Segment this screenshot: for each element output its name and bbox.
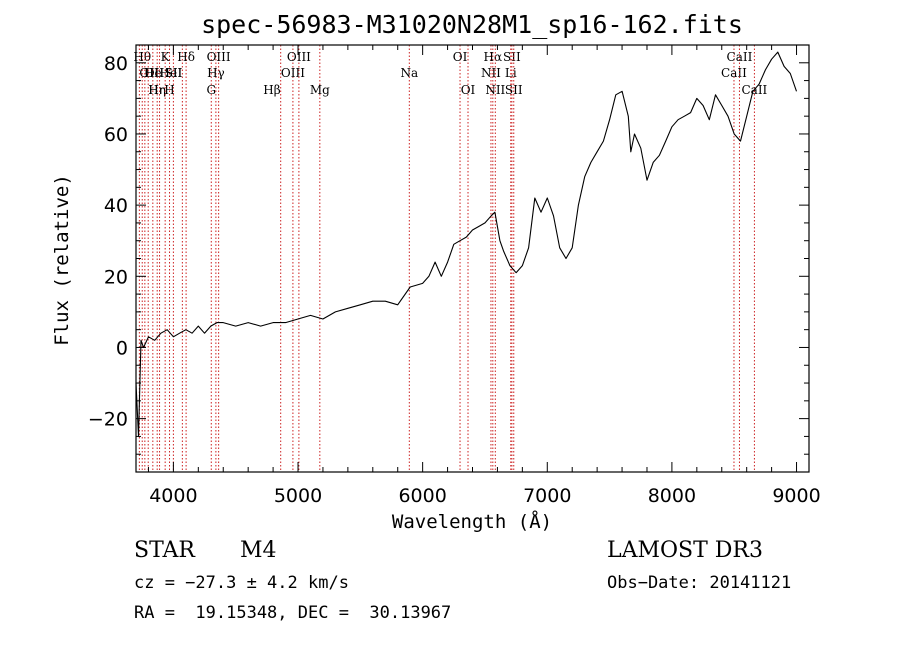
observation-date: Obs−Date: 20141121 (607, 573, 792, 593)
spectral-line-label: SII (503, 50, 521, 64)
spectral-line-label: Hα (484, 50, 503, 64)
spectral-line-label: Hβ (263, 83, 280, 97)
x-axis-label: Wavelength (Å) (392, 510, 552, 533)
spectral-line-label: OI (461, 83, 476, 97)
survey-name: LAMOST DR3 (607, 538, 763, 563)
spectral-line-label: OIII (207, 50, 231, 64)
object-subclass: M4 (240, 538, 277, 563)
x-tick-label: 6000 (398, 485, 446, 507)
y-tick-label: 80 (104, 53, 128, 75)
spectral-line-label: CaII (727, 50, 753, 64)
spectral-line-label: G (206, 83, 216, 97)
spectral-line-label: Li (505, 66, 517, 80)
y-axis-label: Flux (relative) (51, 174, 73, 346)
spectral-line-label: K (161, 50, 171, 64)
y-tick-label: 20 (104, 266, 128, 288)
spectral-line-label: SII (165, 66, 183, 80)
spectral-line-label: OIII (281, 66, 305, 80)
spectral-line-label: Hδ (177, 50, 195, 64)
spectral-line-markers: OIIHθOIIHηHeHηHeKHSIISIIHδGHγOIIIHβOIIIO… (133, 45, 768, 472)
plot-frame (135, 44, 810, 473)
spectral-line-label: Hγ (207, 66, 225, 80)
redshift-info: cz = −27.3 ± 4.2 km/s (134, 573, 349, 593)
y-tick-label: −20 (88, 409, 128, 431)
spectral-line-label: NII (485, 83, 505, 97)
spectral-line-label: Na (400, 66, 418, 80)
spectral-line-label: OIII (287, 50, 311, 64)
spectral-line-label: Hη (148, 83, 166, 97)
x-tick-label: 7000 (523, 485, 571, 507)
x-tick-label: 8000 (648, 485, 696, 507)
spectral-line-label: He (160, 66, 178, 80)
axes: 4000 5000 6000 7000 8000 9000 −20 0 20 40 60 80 (88, 44, 821, 507)
spectral-line-label: Mg (310, 83, 330, 97)
chart-title: spec-56983-M31020N28M1_sp16-162.fits (201, 10, 743, 39)
spectral-line-label: NII (481, 66, 501, 80)
spectrum-series (135, 51, 798, 437)
spectral-line-label: OII (139, 66, 159, 80)
spectral-line-label: SII (165, 66, 183, 80)
x-tick-label: 5000 (274, 485, 322, 507)
coordinates: RA = 19.15348, DEC = 30.13967 (134, 603, 452, 623)
spectral-line-label: CaII (721, 66, 747, 80)
x-tick-label: 4000 (149, 485, 197, 507)
y-tick-label: 40 (104, 195, 128, 217)
spectrum-chart: spec-56983-M31020N28M1_sp16-162.fits OII… (51, 10, 821, 533)
y-tick-label: 60 (104, 124, 128, 146)
y-tick-label: 0 (116, 337, 128, 359)
spectral-line-label: Hθ (133, 50, 151, 64)
spectrum-line (135, 51, 798, 437)
x-tick-label: 9000 (772, 485, 820, 507)
spectral-line-label: OI (453, 50, 468, 64)
spectral-line-label: H (164, 83, 174, 97)
spectral-line-label: Hη (148, 83, 166, 97)
spectral-line-label: SII (505, 83, 523, 97)
object-type: STAR (134, 538, 195, 563)
